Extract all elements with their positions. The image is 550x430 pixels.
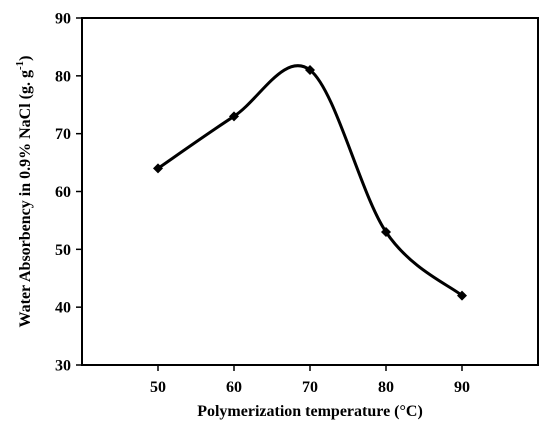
data-point-marker (457, 290, 467, 301)
x-tick-label: 80 (378, 379, 394, 396)
data-point-marker (381, 226, 391, 237)
data-point-marker (153, 163, 163, 174)
x-axis-ticks: 50 60 70 80 90 (150, 365, 470, 396)
x-tick-label: 60 (226, 379, 242, 396)
data-point-marker (305, 65, 315, 76)
y-tick-label: 90 (55, 11, 71, 28)
series-layer (153, 64, 467, 301)
y-tick-label: 70 (55, 126, 71, 143)
x-axis-label: Polymerization temperature (°C) (197, 403, 423, 420)
x-tick-label: 90 (454, 379, 470, 396)
y-axis-label-tail: ) (17, 56, 34, 61)
y-tick-label: 30 (55, 358, 71, 375)
y-axis-label-main: Water Absorbency in 0.9% NaCl (g. g (17, 70, 34, 327)
data-point-marker (229, 111, 239, 122)
series-line (157, 64, 463, 297)
y-tick-label: 80 (55, 68, 71, 85)
y-tick-label: 50 (55, 242, 71, 259)
y-axis-label: Water Absorbency in 0.9% NaCl (g. g-1) (14, 56, 34, 328)
y-axis-ticks: 30 40 50 60 70 80 90 (55, 11, 82, 375)
x-tick-label: 50 (150, 379, 166, 396)
y-tick-label: 60 (55, 184, 71, 201)
y-axis-label-superscript: -1 (14, 61, 26, 70)
plot-area-frame (81, 17, 539, 366)
y-tick-label: 40 (55, 300, 71, 317)
x-tick-label: 70 (302, 379, 318, 396)
